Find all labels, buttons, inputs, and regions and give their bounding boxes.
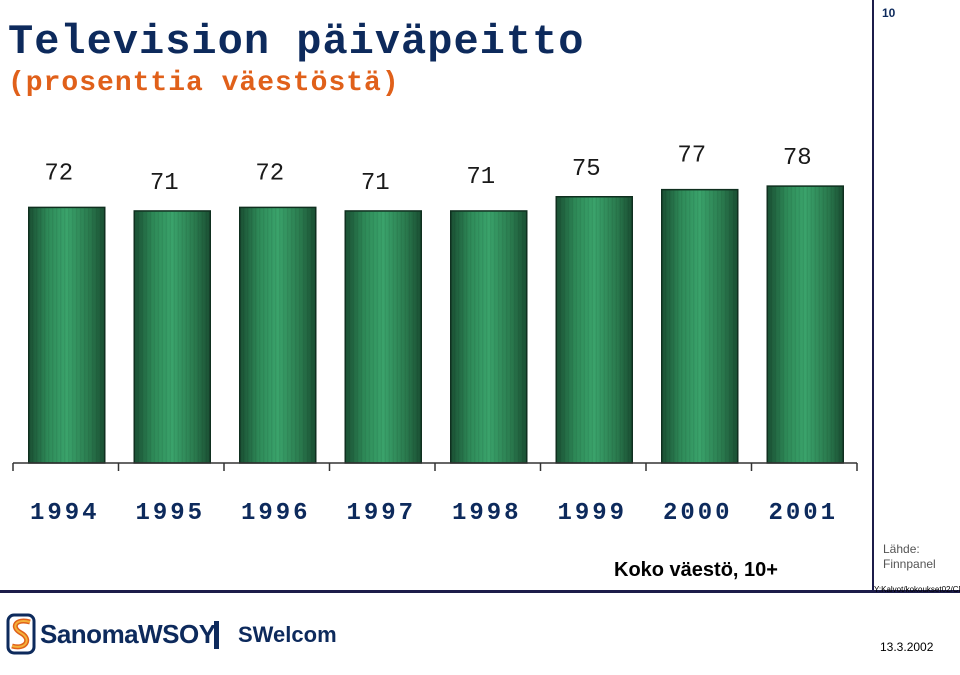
x-tick-label-1999: 1999 — [557, 500, 627, 527]
bar-group — [28, 185, 844, 464]
bar-1998 — [450, 210, 528, 464]
data-label-1996: 72 — [255, 160, 284, 187]
population-caption: Koko väestö, 10+ — [614, 559, 778, 581]
bar-1995 — [133, 210, 211, 464]
x-tick-label-2000: 2000 — [663, 500, 733, 527]
bottom-divider — [0, 590, 960, 593]
data-label-1999: 75 — [572, 156, 601, 183]
data-label-1997: 71 — [361, 170, 390, 197]
sanoma-logo-icon — [6, 613, 36, 655]
company-name: SanomaWSOY — [40, 618, 216, 649]
data-label-2000: 77 — [677, 143, 706, 170]
bar-chart: 72 71 72 71 71 75 77 78 1994 1995 1996 1997 1998 199… — [12, 143, 858, 527]
department-name: SWelcom — [238, 622, 337, 647]
x-tick-label-1994: 1994 — [30, 500, 100, 527]
date-label: 13.3.2002 — [880, 640, 934, 654]
x-tick-label-1998: 1998 — [452, 500, 522, 527]
bar-1996 — [239, 206, 317, 464]
bar-1994 — [28, 206, 106, 464]
file-path: Y:Kalvot/kokoukset02/CMD — [874, 585, 960, 594]
page-number: 10 — [882, 6, 896, 20]
x-tick-label-1997: 1997 — [346, 500, 416, 527]
bar-1999 — [555, 196, 633, 464]
data-label-1994: 72 — [44, 160, 73, 187]
page-subtitle: (prosenttia väestöstä) — [8, 68, 400, 99]
bar-2001 — [766, 185, 844, 464]
company-logo: SanomaWSOY — [6, 612, 216, 656]
source-label: Lähde: — [883, 542, 920, 556]
right-divider — [872, 0, 874, 592]
logo-separator — [214, 621, 219, 649]
x-tick-label-group: 1994 1995 1996 1997 1998 1999 2000 2001 — [30, 500, 838, 527]
data-label-2001: 78 — [783, 145, 812, 172]
x-tick-label-1996: 1996 — [241, 500, 311, 527]
page-title: Television päiväpeitto — [8, 18, 585, 66]
source-value: Finnpanel — [883, 557, 936, 571]
data-label-1995: 71 — [150, 170, 179, 197]
bar-2000 — [661, 188, 739, 464]
x-tick-label-1995: 1995 — [135, 500, 205, 527]
x-axis — [12, 462, 858, 471]
data-label-group: 72 71 72 71 71 75 77 78 — [44, 143, 811, 197]
bar-1997 — [344, 210, 422, 464]
x-tick-label-2001: 2001 — [768, 500, 838, 527]
data-label-1998: 71 — [466, 164, 495, 191]
